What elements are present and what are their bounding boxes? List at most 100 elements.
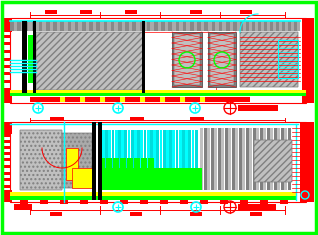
Bar	[22, 21, 27, 93]
Bar	[10, 90, 306, 95]
Bar	[280, 128, 284, 190]
Bar	[62, 133, 92, 188]
Bar	[282, 21, 285, 31]
Bar	[280, 200, 288, 204]
Bar	[4, 178, 10, 181]
Bar	[4, 22, 10, 25]
Bar	[80, 200, 88, 204]
Bar	[288, 21, 291, 31]
Bar	[28, 35, 33, 83]
Bar	[123, 158, 126, 168]
Bar	[4, 122, 12, 134]
Bar	[249, 128, 252, 190]
Bar	[104, 21, 107, 31]
Bar	[113, 158, 115, 168]
Bar	[60, 21, 64, 31]
Bar	[276, 21, 279, 31]
Bar	[176, 130, 178, 168]
Bar	[183, 21, 186, 31]
Bar	[4, 152, 10, 155]
Bar	[21, 21, 24, 31]
Bar	[264, 21, 267, 31]
Bar	[254, 140, 292, 182]
Bar	[242, 128, 245, 190]
Bar	[141, 158, 143, 168]
Bar	[120, 200, 128, 204]
Bar	[72, 168, 92, 188]
Bar	[4, 88, 10, 91]
Bar	[197, 21, 201, 31]
Bar	[225, 128, 227, 190]
Bar	[156, 130, 159, 168]
Bar	[302, 18, 314, 103]
Bar	[98, 122, 102, 200]
Bar	[180, 97, 185, 102]
Bar	[4, 172, 10, 175]
Bar	[221, 128, 224, 190]
Bar	[285, 21, 288, 31]
Bar	[252, 128, 255, 190]
Bar	[4, 28, 10, 31]
Bar	[125, 10, 137, 14]
Bar	[96, 21, 100, 31]
Bar	[102, 168, 202, 190]
Bar	[188, 130, 191, 168]
Bar	[154, 21, 157, 31]
Bar	[185, 130, 188, 168]
Bar	[111, 21, 114, 31]
Bar	[232, 128, 234, 190]
Bar	[102, 158, 105, 168]
Bar	[255, 21, 258, 31]
Bar	[128, 130, 130, 168]
Bar	[140, 21, 143, 31]
Bar	[4, 72, 10, 75]
Bar	[20, 130, 62, 190]
Bar	[249, 21, 252, 31]
Bar	[172, 130, 175, 168]
Bar	[4, 146, 10, 149]
Bar	[267, 21, 270, 31]
Bar	[250, 212, 262, 216]
Bar	[186, 21, 190, 31]
Bar	[140, 97, 145, 102]
Bar	[132, 21, 136, 31]
Bar	[75, 21, 78, 31]
Bar	[60, 200, 68, 204]
Bar	[66, 148, 78, 180]
Bar	[277, 128, 280, 190]
Bar	[150, 21, 154, 31]
Bar	[243, 21, 246, 31]
Bar	[115, 130, 118, 168]
Bar	[194, 21, 197, 31]
Bar	[10, 122, 306, 202]
Bar	[270, 128, 273, 190]
Bar	[4, 42, 10, 45]
Bar	[161, 21, 165, 31]
Bar	[294, 21, 297, 31]
Bar	[28, 21, 31, 31]
Bar	[64, 21, 67, 31]
Bar	[82, 21, 86, 31]
Bar	[127, 158, 129, 168]
Bar	[238, 204, 276, 210]
Bar	[228, 128, 231, 190]
Bar	[210, 34, 234, 85]
Bar	[190, 21, 193, 31]
Bar	[124, 130, 127, 168]
Bar	[256, 128, 259, 190]
Bar	[100, 21, 103, 31]
Bar	[112, 130, 114, 168]
Bar	[35, 21, 39, 31]
Bar	[260, 200, 268, 204]
Bar	[172, 32, 202, 87]
Bar	[121, 21, 125, 31]
Bar	[278, 40, 298, 78]
Bar	[4, 185, 10, 188]
Bar	[17, 21, 21, 31]
Bar	[179, 130, 182, 168]
Bar	[300, 122, 314, 202]
Bar	[134, 130, 137, 168]
Bar	[238, 128, 241, 190]
Bar	[220, 200, 228, 204]
Bar	[215, 21, 219, 31]
